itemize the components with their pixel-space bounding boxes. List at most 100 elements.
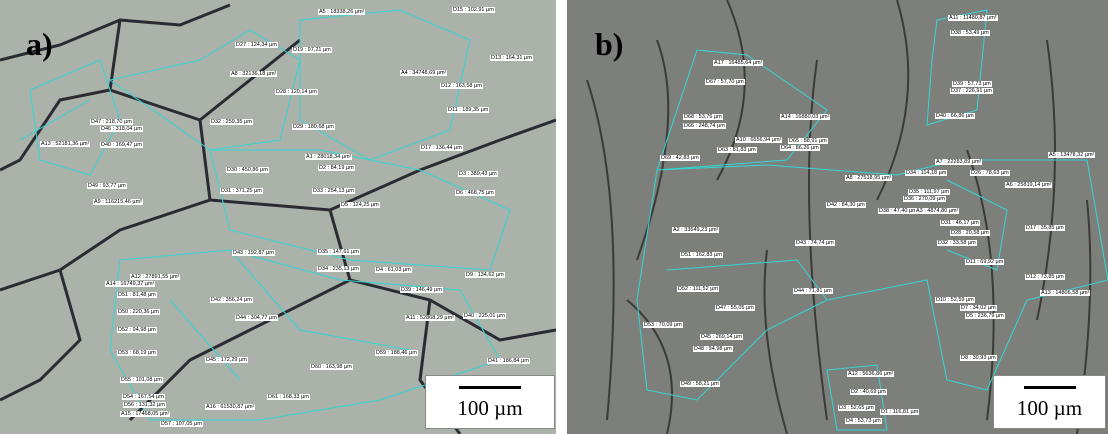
measurement-label: D12 : 163,58 µm: [440, 83, 483, 89]
measurement-label: A13 : 52181,36 µm²: [40, 141, 90, 147]
measurement-label: D51 : 81,48 µm: [117, 292, 157, 298]
measurement-label: D64 : 86,26 µm: [780, 145, 820, 151]
measurement-label: D55 : 101,08 µm: [120, 377, 163, 383]
measurement-label: D5 : 124,25 µm: [340, 202, 380, 208]
scale-bar-label: 100 µm: [994, 396, 1105, 421]
panel-label: a): [26, 26, 53, 63]
measurement-label: D30 : 450,86 µm: [226, 167, 269, 173]
panel-label: b): [595, 26, 623, 63]
measurement-label: D11 : 189,35 µm: [447, 107, 489, 113]
measurement-label: A5 : 13478,32 µm²: [1048, 152, 1095, 158]
measurement-label: D36 : 270,09 µm: [903, 196, 946, 202]
measurement-label: D2 : 84,19 µm: [318, 165, 355, 171]
measurement-label: D66 : 248,74 µm: [683, 123, 726, 129]
measurement-label: A12 : 5636,86 µm²: [847, 371, 894, 377]
measurement-label: A14 : 16880,03 µm²: [780, 114, 830, 120]
page: a) A5 : 18338,26 µm²D15 : 102,91 µmD27 :…: [0, 0, 1108, 434]
measurement-label: D35 : 147,61 µm: [317, 249, 360, 255]
measurement-label: D33 : 254,13 µm: [312, 188, 355, 194]
measurement-label: D12 : 73,85 µm: [1025, 274, 1065, 280]
grain-overlay: [0, 0, 556, 434]
measurement-label: D42 : 356,24 µm: [210, 297, 253, 303]
measurement-label: D3 : 389,43 µm: [458, 171, 498, 177]
measurement-label: D31 : 371,25 µm: [220, 188, 263, 194]
measurement-label: D42 : 84,30 µm: [826, 202, 866, 208]
measurement-label: D43 : 74,74 µm: [795, 240, 835, 246]
measurement-label: D4 : 61,03 µm: [375, 267, 412, 273]
measurement-label: D49 : 58,21 µm: [680, 381, 720, 387]
measurement-label: D11 : 69,92 µm: [965, 259, 1004, 265]
measurement-label: D37 : 226,91 µm: [950, 88, 993, 94]
measurement-label: D29 : 180,68 µm: [292, 124, 335, 130]
measurement-label: D34 : 114,18 µm: [905, 170, 947, 176]
measurement-label: D45 : 269,14 µm: [700, 334, 743, 340]
measurement-label: D2 : 40,69 µm: [850, 389, 887, 395]
measurement-label: D17 : 136,44 µm: [420, 145, 463, 151]
measurement-label: D1 : 116,81 µm: [880, 409, 919, 415]
measurement-label: D6 : 468,75 µm: [455, 190, 495, 196]
measurement-label: D38 : 53,49 µm: [950, 30, 990, 36]
measurement-label: A16 : 61530,87 µm²: [205, 404, 255, 410]
measurement-label: D15 : 102,91 µm: [452, 7, 495, 13]
scale-bar: 100 µm: [425, 375, 555, 429]
measurement-label: D47 : 218,70 µm: [90, 119, 133, 125]
micrograph-b: b) A11 : 11480,87 µm² D38 : 53,49 µm A17 :…: [567, 0, 1108, 434]
measurement-label: D53 : 70,09 µm: [643, 322, 683, 328]
measurement-label: A15 : 17468,05 µm²: [120, 411, 170, 417]
measurement-label: A9 : 116215,46 µm²: [93, 199, 143, 205]
measurement-label: D10 : 52,59 µm: [935, 297, 975, 303]
measurement-label: A4 : 34748,69 µm²: [400, 70, 447, 76]
measurement-label: D59 : 188,46 µm: [375, 350, 418, 356]
measurement-label: D69 : 42,83 µm: [660, 155, 700, 161]
measurement-label: D60 : 163,98 µm: [310, 364, 353, 370]
measurement-label: D19 : 97,21 µm: [292, 47, 332, 53]
measurement-label: D32 : 33,58 µm: [937, 240, 977, 246]
measurement-label: A3 : 4874,80 µm²: [915, 208, 959, 214]
measurement-label: D61 : 168,33 µm: [267, 394, 310, 400]
measurement-label: A17 : 16485,64 µm²: [713, 60, 763, 66]
measurement-label: D26 : 78,63 µm: [970, 170, 1010, 176]
measurement-label: D31 : 46,17 µm: [940, 220, 980, 226]
measurement-label: D44 : 304,77 µm: [235, 315, 278, 321]
measurement-label: D40 : 169,47 µm: [100, 142, 143, 148]
measurement-label: D7 : 34,02 µm: [960, 305, 997, 311]
measurement-label: A8 : 32136,18 µm²: [230, 71, 277, 77]
measurement-label: D49 : 93,77 µm: [87, 183, 127, 189]
measurement-label: D17 : 35,85 µm: [1025, 225, 1065, 231]
measurement-label: D56 : 131,32 µm: [123, 402, 166, 408]
measurement-label: D40 : 66,86 µm: [935, 113, 975, 119]
measurement-label: D39 : 57,73 µm: [952, 81, 992, 87]
measurement-label: D13 : 164,31 µm: [490, 55, 533, 61]
measurement-label: D68 : 53,76 µm: [683, 114, 723, 120]
scale-bar-label: 100 µm: [426, 396, 554, 421]
measurement-label: D38 : 47,40 µm: [878, 208, 918, 214]
measurement-label: D40 : 225,01 µm: [463, 313, 506, 319]
measurement-label: A11 : 52868,29 µm²: [405, 315, 455, 321]
measurement-label: D8 : 30,93 µm: [960, 355, 997, 361]
measurement-label: D54 : 167,54 µm: [122, 394, 165, 400]
scale-bar-line: [1024, 386, 1076, 389]
measurement-label: D65 : 88,91 µm: [788, 138, 828, 144]
measurement-label: D53 : 68,19 µm: [117, 350, 157, 356]
measurement-label: D32 : 259,35 µm: [210, 119, 253, 125]
measurement-label: A8 : 27518,95 µm²: [845, 175, 892, 181]
measurement-label: D67 : 57,70 µm: [705, 79, 745, 85]
measurement-label: D46 : 318,04 µm: [100, 126, 143, 132]
measurement-label: D63 : 81,83 µm: [717, 147, 757, 153]
measurement-label: D52 : 111,52 µm: [677, 286, 719, 292]
measurement-label: D27 : 124,34 µm: [235, 42, 278, 48]
measurement-label: A2 : 33649,23 µm²: [672, 227, 719, 233]
measurement-label: D5 : 236,79 µm: [965, 313, 1005, 319]
measurement-label: D52 : 94,98 µm: [117, 327, 157, 333]
measurement-label: D50 : 220,36 µm: [117, 309, 160, 315]
measurement-label: A11 : 11480,87 µm²: [948, 15, 998, 21]
measurement-label: D9 : 134,62 µm: [465, 272, 505, 278]
measurement-label: D44 : 71,81 µm: [793, 288, 833, 294]
measurement-label: D39 : 146,49 µm: [400, 287, 443, 293]
measurement-label: D4 : 53,73 µm: [845, 418, 882, 424]
scale-bar: 100 µm: [993, 375, 1106, 429]
grain-overlay: [567, 0, 1108, 434]
measurement-label: D51 : 162,83 µm: [680, 252, 723, 258]
measurement-label: D28 : 120,14 µm: [275, 89, 318, 95]
measurement-label: A7 : 22283,89 µm²: [935, 159, 982, 165]
